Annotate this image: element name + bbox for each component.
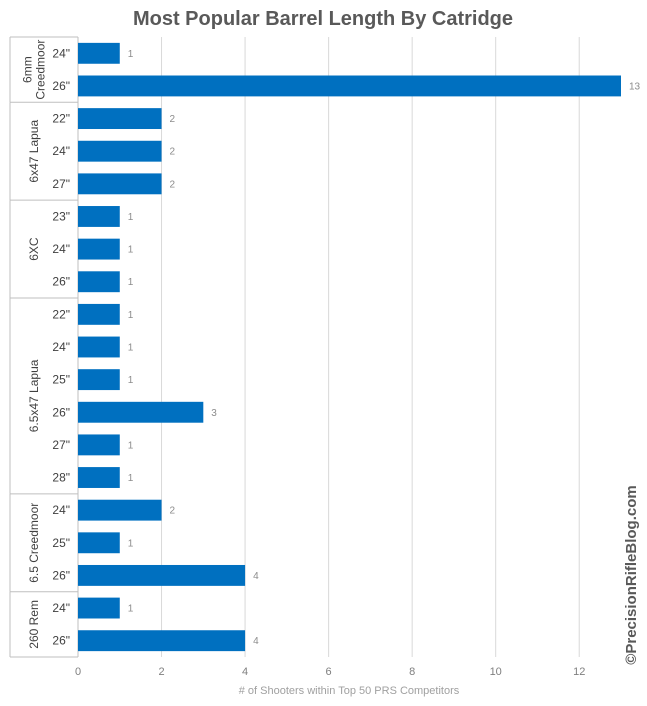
category-label: 28" — [52, 471, 70, 485]
category-label: 27" — [52, 438, 70, 452]
data-label: 1 — [128, 604, 134, 615]
bar — [78, 434, 120, 456]
bar — [78, 173, 162, 195]
category-label: 25" — [52, 536, 70, 550]
data-label: 2 — [170, 114, 176, 125]
x-tick-label: 6 — [326, 666, 332, 678]
data-label: 2 — [170, 179, 176, 190]
data-label: 2 — [170, 147, 176, 158]
category-label: 23" — [52, 209, 70, 223]
bar — [78, 467, 120, 488]
data-label: 3 — [211, 408, 217, 419]
data-label: 4 — [253, 636, 259, 647]
category-label: 26" — [52, 568, 70, 582]
category-label: 27" — [52, 177, 70, 191]
category-label: 24" — [52, 503, 70, 517]
bar — [78, 564, 246, 586]
group-label: 6x47 Lapua — [27, 120, 41, 183]
category-label: 26" — [52, 275, 70, 289]
bar — [78, 369, 120, 391]
category-label: 26" — [52, 634, 70, 648]
category-label: 22" — [52, 307, 70, 321]
bar — [78, 108, 162, 130]
chart-title: Most Popular Barrel Length By Catridge — [133, 8, 513, 30]
bar — [78, 238, 120, 260]
category-label: 24" — [52, 46, 70, 60]
bar — [78, 597, 120, 619]
group-label: 260 Rem — [27, 600, 41, 649]
category-label: 24" — [52, 242, 70, 256]
group-label: 6.5 Creedmoor — [27, 503, 41, 583]
group-label: 6mmCreedmoor — [21, 40, 48, 100]
x-tick-label: 10 — [490, 666, 502, 678]
gridlines — [161, 37, 580, 657]
bar — [78, 532, 120, 554]
data-label: 1 — [128, 440, 134, 451]
data-label: 4 — [253, 571, 259, 582]
bar — [78, 206, 120, 227]
data-label: 1 — [128, 245, 134, 256]
bar — [78, 336, 120, 358]
bar — [78, 499, 162, 521]
data-label: 1 — [128, 538, 134, 549]
data-label: 13 — [629, 81, 641, 92]
watermark-text: ©PrecisionRifleBlog.com — [623, 485, 640, 664]
data-label: 1 — [128, 343, 134, 354]
category-label: 25" — [52, 373, 70, 387]
data-label: 1 — [128, 212, 134, 223]
data-label: 1 — [128, 375, 134, 386]
bar — [78, 42, 120, 64]
category-label: 26" — [52, 79, 70, 93]
category-label: 24" — [52, 144, 70, 158]
group-label: 6.5x47 Lapua — [27, 359, 41, 432]
data-label: 1 — [128, 277, 134, 288]
category-axis: 24" 26" 6mmCreedmoor 22" 24" 27" 6x47 Lapua 23"… — [9, 36, 79, 658]
data-label: 1 — [128, 310, 134, 321]
x-tick-label: 4 — [242, 666, 248, 678]
category-label: 24" — [52, 340, 70, 354]
bar — [78, 401, 204, 423]
x-tick-label: 0 — [75, 666, 81, 678]
category-label: 26" — [52, 405, 70, 419]
x-axis-title: # of Shooters within Top 50 PRS Competit… — [239, 685, 460, 697]
category-label: 24" — [52, 601, 70, 615]
data-label: 1 — [128, 473, 134, 484]
bar — [78, 630, 246, 652]
x-tick-label: 12 — [573, 666, 585, 678]
bar — [78, 271, 120, 293]
x-tick-label: 2 — [158, 666, 164, 678]
bar — [78, 75, 621, 97]
bar — [78, 140, 162, 162]
category-label: 22" — [52, 112, 70, 126]
x-axis-ticks: 0 2 4 6 8 10 12 — [75, 666, 585, 678]
bar — [78, 303, 120, 325]
x-tick-label: 8 — [409, 666, 415, 678]
data-label: 2 — [170, 506, 176, 517]
group-label: 6XC — [27, 237, 41, 261]
data-label: 1 — [128, 49, 134, 60]
